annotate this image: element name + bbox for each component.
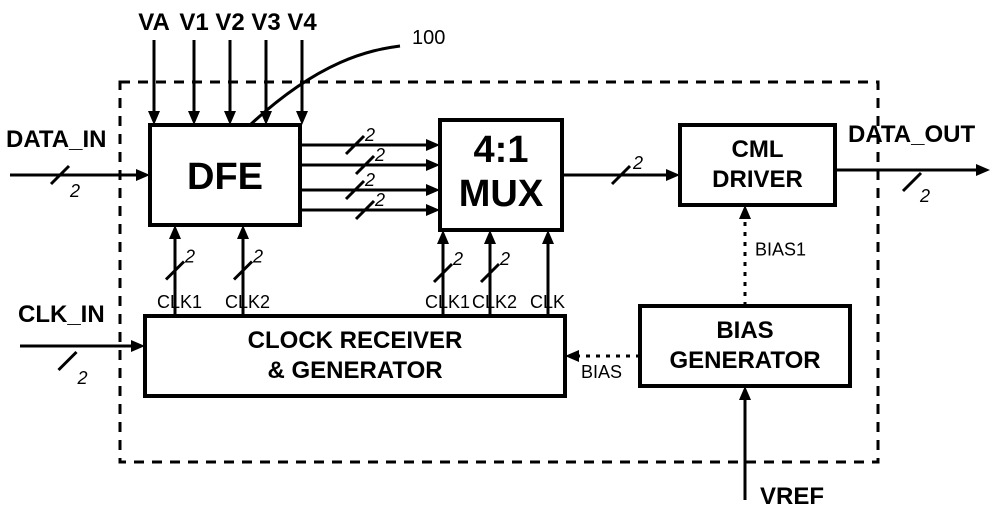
bias-to-clk-label: BIAS bbox=[581, 362, 622, 382]
data-out-bits: 2 bbox=[919, 186, 930, 206]
dfe-mux-bits: 2 bbox=[374, 190, 385, 210]
data-in-label: DATA_IN bbox=[6, 126, 106, 153]
top-input-label: V3 bbox=[251, 9, 280, 36]
dfe-mux-bits: 2 bbox=[374, 145, 385, 165]
callout-label: 100 bbox=[412, 27, 445, 49]
top-input-label: VA bbox=[138, 9, 170, 36]
vref-label: VREF bbox=[760, 483, 824, 510]
clk-in-label: CLK_IN bbox=[18, 301, 105, 328]
clk-up-label: CLK1 bbox=[157, 292, 202, 312]
top-input-label: V1 bbox=[179, 9, 208, 36]
bias-label2: GENERATOR bbox=[669, 347, 820, 374]
dfe-label: DFE bbox=[187, 156, 263, 198]
data-out-label: DATA_OUT bbox=[848, 121, 975, 148]
clk-up-bits: 2 bbox=[452, 249, 463, 269]
clk-in-bits: 2 bbox=[77, 368, 88, 388]
clk-up-label: CLK1 bbox=[425, 292, 470, 312]
top-input-label: V2 bbox=[215, 9, 244, 36]
clk-up-label: CLK2 bbox=[225, 292, 270, 312]
callout-line bbox=[250, 46, 400, 125]
dfe-mux-bits: 2 bbox=[364, 170, 375, 190]
cml-label1: CML bbox=[732, 136, 784, 163]
top-input-label: V4 bbox=[287, 9, 317, 36]
mux-label2: MUX bbox=[459, 173, 544, 215]
clk-up-bits: 2 bbox=[252, 247, 263, 267]
mux-label1: 4:1 bbox=[474, 129, 529, 171]
clk-up-bits: 2 bbox=[184, 247, 195, 267]
cml-label2: DRIVER bbox=[712, 166, 803, 193]
bias-to-cml-label: BIAS1 bbox=[755, 240, 806, 260]
dfe-mux-bits: 2 bbox=[364, 125, 375, 145]
clk-up-bits: 2 bbox=[499, 249, 510, 269]
bias-label1: BIAS bbox=[716, 317, 773, 344]
clock-label1: CLOCK RECEIVER bbox=[248, 327, 463, 354]
data-in-bits: 2 bbox=[69, 181, 80, 201]
mux-cml-bits: 2 bbox=[632, 153, 643, 173]
clk-up-label: CLK bbox=[530, 292, 565, 312]
clock-label2: & GENERATOR bbox=[267, 357, 442, 384]
clk-up-label: CLK2 bbox=[472, 292, 517, 312]
